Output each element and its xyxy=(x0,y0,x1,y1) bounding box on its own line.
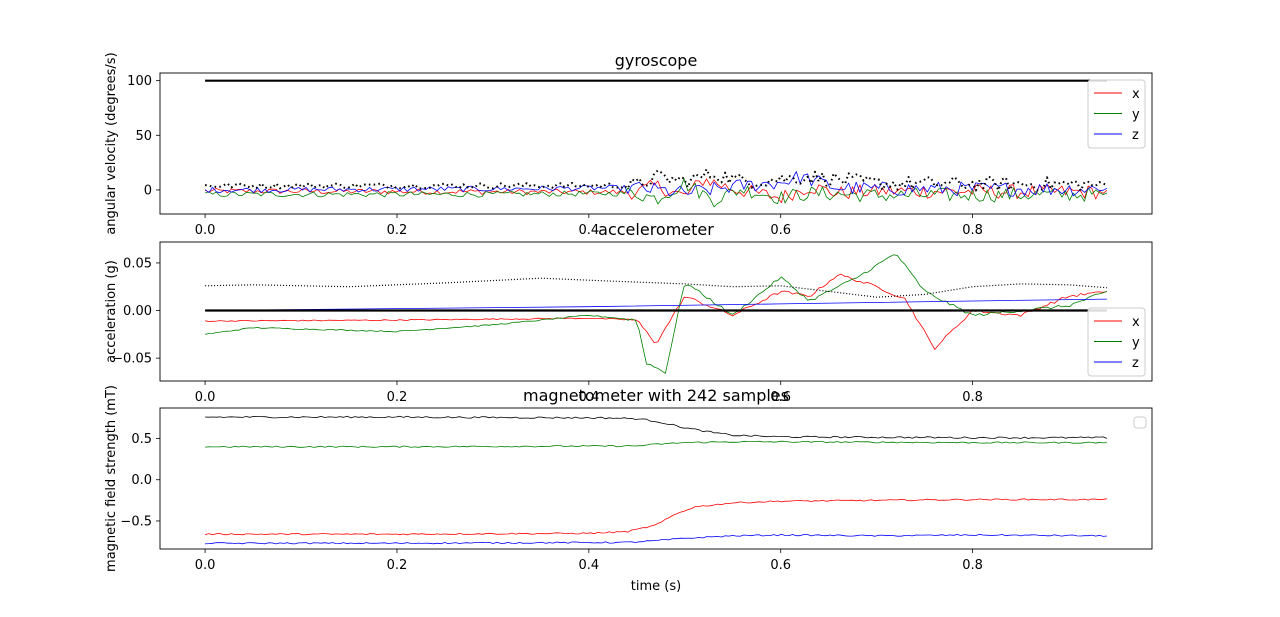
plot-area xyxy=(204,415,1108,545)
x-tick-label: 0.8 xyxy=(962,390,983,405)
series-z xyxy=(204,171,1108,197)
series-line-1 xyxy=(205,440,1107,448)
series-line-3 xyxy=(204,168,1108,192)
y-tick-label: 100 xyxy=(127,74,152,89)
series-y xyxy=(204,178,1108,208)
x-axis-label: time (s) xyxy=(631,579,681,594)
legend-label-x: x xyxy=(1132,315,1140,330)
legend-label-z: z xyxy=(1132,356,1139,371)
chart-title: magnetometer with 242 samples xyxy=(523,386,789,405)
x-tick-label: 0.2 xyxy=(387,390,408,405)
x-tick-label: 0.0 xyxy=(195,223,216,238)
legend-label-y: y xyxy=(1132,108,1140,123)
legend-box xyxy=(1087,307,1146,377)
x-tick-label: 0.6 xyxy=(770,558,791,573)
x-tick-label: 0.8 xyxy=(962,223,983,238)
x-tick-label: 0.6 xyxy=(770,223,791,238)
series-line-2 xyxy=(204,498,1107,536)
legend-label-y: y xyxy=(1132,336,1140,351)
x-tick-label: 0.4 xyxy=(578,223,599,238)
x-tick-label: 0.8 xyxy=(962,558,983,573)
y-tick-label: −0.05 xyxy=(112,352,152,367)
series-y xyxy=(205,254,1108,374)
legend: xyz xyxy=(1087,307,1146,377)
y-tick-label: 0.0 xyxy=(131,473,152,488)
y-axis-label: magnetic field strength (mT) xyxy=(104,385,119,572)
y-tick-label: 0 xyxy=(144,183,152,198)
series-z xyxy=(205,298,1107,311)
axes-frame xyxy=(159,72,1153,215)
y-tick-label: 50 xyxy=(135,129,152,144)
series-line-3 xyxy=(205,277,1107,298)
legend: xyz xyxy=(1087,79,1146,149)
x-tick-label: 0.4 xyxy=(578,558,599,573)
chart-title: accelerometer xyxy=(598,220,714,239)
y-tick-label: 0.5 xyxy=(131,432,152,447)
legend-box xyxy=(1087,79,1146,149)
plot-area xyxy=(204,79,1108,208)
legend-label-z: z xyxy=(1132,128,1139,143)
panel-2: 0.0 0.2 0.4 0.6 0.8 −0.5 0.0 0.5 magnetometer wi… xyxy=(104,385,1153,594)
legend-box xyxy=(1133,416,1147,429)
y-axis-label: acceleration (g) xyxy=(104,260,119,363)
series-line-0 xyxy=(205,415,1108,439)
x-tick-label: 0.6 xyxy=(770,390,791,405)
plot-area xyxy=(205,254,1108,374)
y-axis-label: angular velocity (degrees/s) xyxy=(104,52,119,234)
legend xyxy=(1133,416,1147,429)
panel-1: 0.0 0.2 0.4 0.6 0.8 −0.05 0.00 0.05 acceleromete… xyxy=(104,220,1153,405)
x-tick-label: 0.4 xyxy=(578,390,599,405)
series-x xyxy=(204,178,1108,204)
y-tick-label: 0.00 xyxy=(123,304,152,319)
series-line-3 xyxy=(205,533,1107,545)
series-x xyxy=(205,273,1107,350)
axes-frame xyxy=(159,407,1153,550)
x-tick-label: 0.2 xyxy=(387,223,408,238)
y-tick-label: −0.5 xyxy=(120,514,152,529)
x-tick-label: 0.2 xyxy=(387,558,408,573)
x-tick-label: 0.0 xyxy=(195,558,216,573)
y-tick-label: 0.05 xyxy=(123,256,152,271)
axes-frame xyxy=(159,241,1153,382)
x-tick-label: 0.0 xyxy=(195,390,216,405)
panel-0: 0.0 0.2 0.4 0.6 0.8 0 50 100 gyroscope angular ve… xyxy=(104,51,1153,238)
legend-label-x: x xyxy=(1132,87,1140,102)
chart-title: gyroscope xyxy=(615,51,698,70)
